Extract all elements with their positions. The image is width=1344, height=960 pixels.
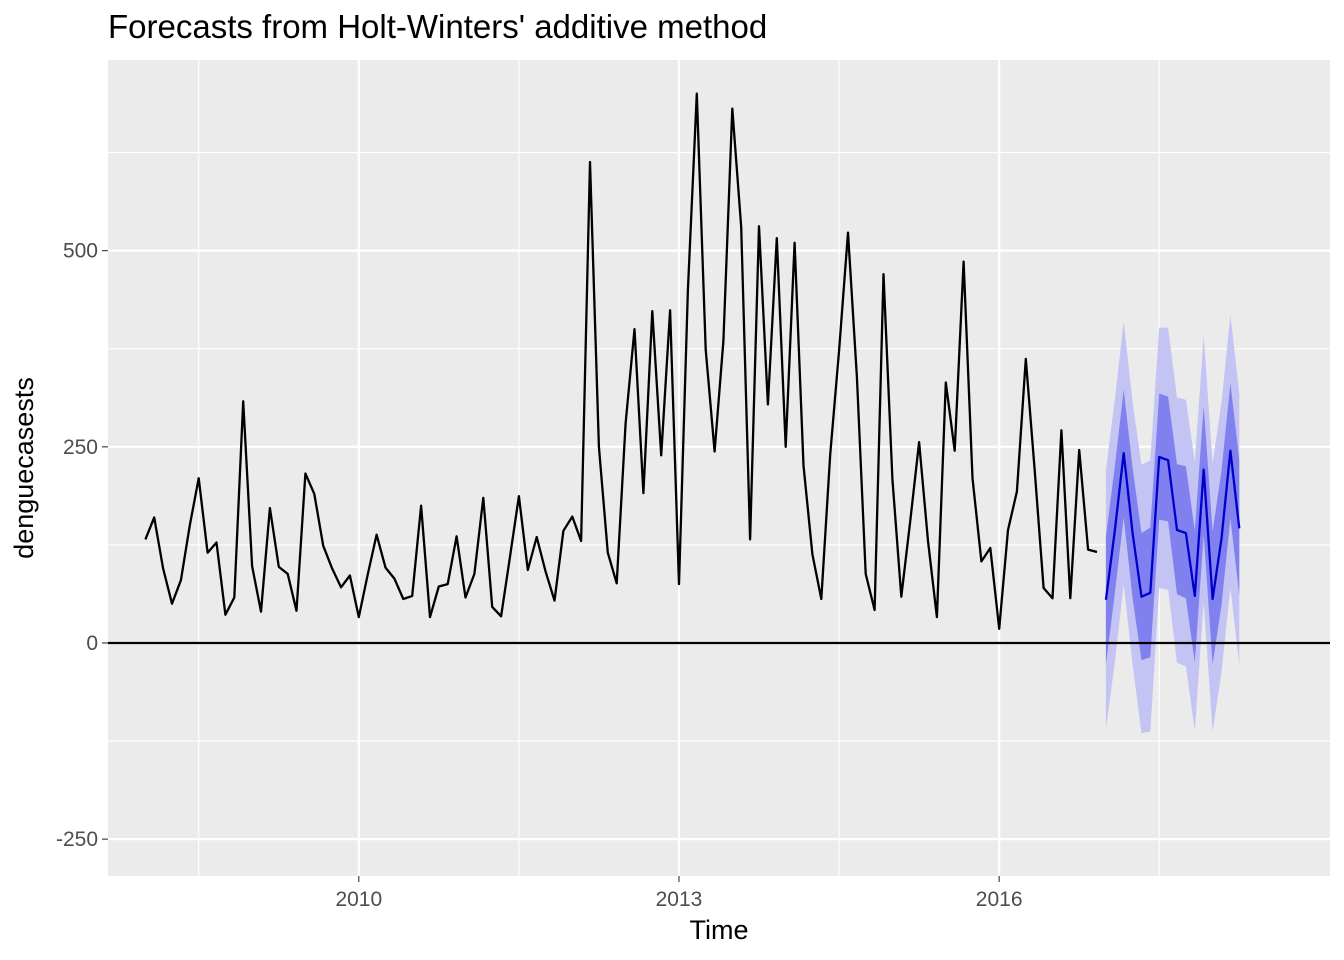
chart-title: Forecasts from Holt-Winters' additive me… [108, 8, 767, 45]
x-axis: 2010 2013 2016 [335, 876, 1023, 911]
band-80 [1105, 383, 1240, 665]
y-axis-title: denguecasests [9, 377, 39, 559]
x-tick-label: 2013 [656, 888, 703, 911]
y-axis: -250 0 250 500 [56, 240, 108, 851]
x-tick-label: 2016 [976, 888, 1023, 911]
observed-line [144, 92, 1098, 630]
y-tick-label: -250 [56, 828, 98, 851]
series-lines [144, 92, 1241, 630]
y-tick-label: 0 [86, 632, 98, 655]
x-axis-title: Time [690, 915, 749, 945]
forecast-bands [1105, 315, 1240, 734]
major-gridlines [108, 60, 1330, 876]
forecast-line [1104, 449, 1241, 601]
y-tick-label: 500 [63, 240, 98, 263]
x-tick-label: 2010 [335, 888, 382, 911]
y-tick-label: 250 [63, 436, 98, 459]
